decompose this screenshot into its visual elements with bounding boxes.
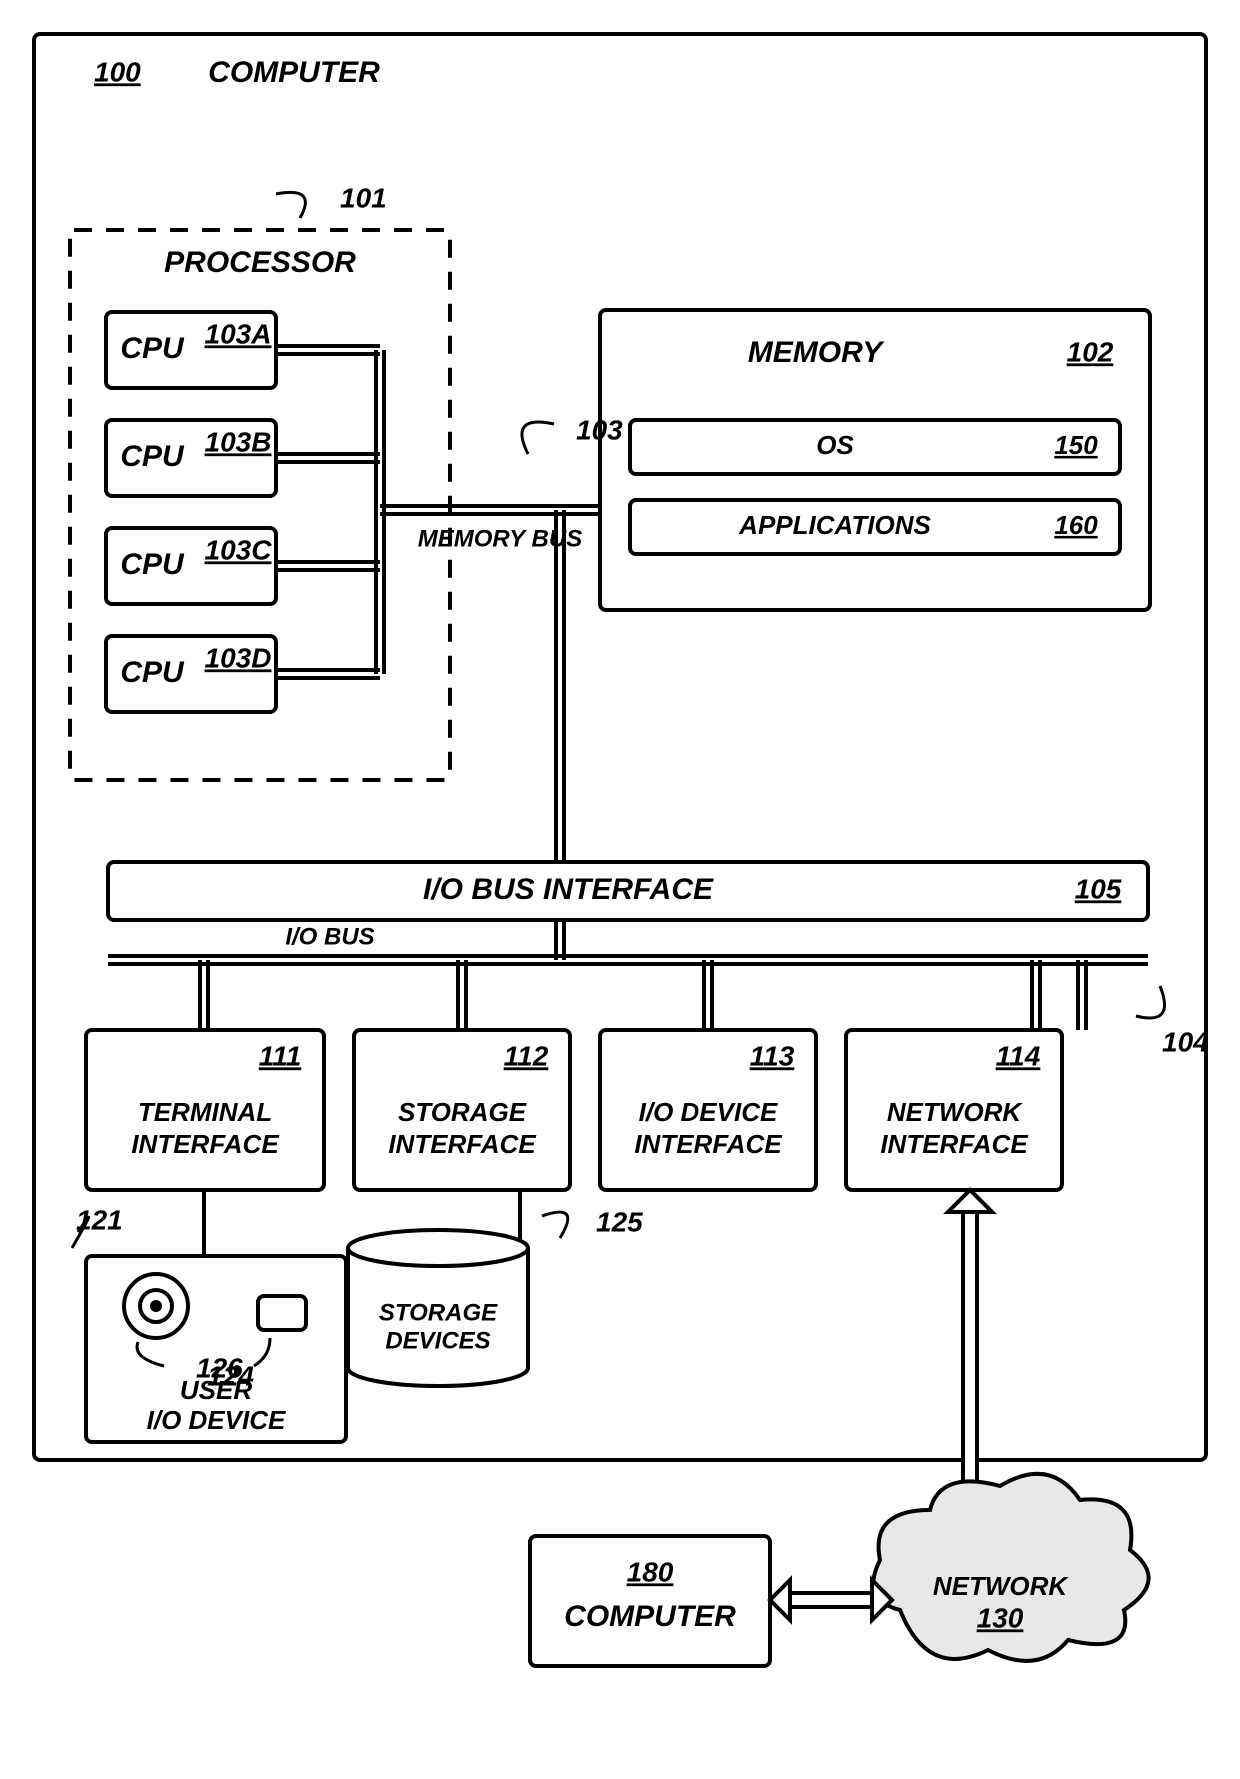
computer2-ref: 180: [627, 1556, 674, 1587]
memory-inner-ref: 150: [1054, 430, 1098, 460]
memory-inner-ref: 160: [1054, 510, 1098, 540]
cpu-label: CPU: [120, 440, 185, 473]
cpu-ref: 103D: [205, 642, 272, 673]
network-ref: 130: [977, 1602, 1024, 1633]
storage-label: STORAGE: [379, 1299, 498, 1326]
io-bus-interface-ref: 105: [1075, 873, 1122, 904]
cpu-label: CPU: [120, 332, 185, 365]
computer-ref: 100: [94, 56, 141, 87]
interface-label: INTERFACE: [880, 1129, 1028, 1159]
cpu-label: CPU: [120, 548, 185, 581]
interface-ref: 112: [504, 1040, 549, 1071]
interface-label: INTERFACE: [131, 1129, 279, 1159]
small-ref: 124: [207, 1360, 254, 1391]
memory-label: MEMORY: [748, 336, 885, 369]
processor-ref: 101: [340, 182, 387, 213]
io-bus-ref: 104: [1162, 1026, 1209, 1057]
computer-label: COMPUTER: [208, 56, 380, 89]
memory-inner-label: OS: [816, 430, 854, 460]
cpu-ref: 103A: [205, 318, 272, 349]
memory-ref: 102: [1067, 336, 1114, 367]
interface-label: I/O DEVICE: [639, 1097, 778, 1127]
network-label: NETWORK: [933, 1571, 1070, 1601]
user-io-ref: 121: [76, 1204, 123, 1235]
memory-inner-label: APPLICATIONS: [738, 510, 931, 540]
interface-label: STORAGE: [398, 1097, 527, 1127]
storage-label: DEVICES: [385, 1327, 490, 1354]
computer2-label: COMPUTER: [564, 1600, 736, 1633]
interface-label: TERMINAL: [138, 1097, 272, 1127]
interface-ref: 114: [996, 1040, 1041, 1071]
interface-ref: 111: [259, 1040, 302, 1071]
interface-label: INTERFACE: [634, 1129, 782, 1159]
memory-bus-ref: 103: [576, 414, 623, 445]
cpu-ref: 103C: [205, 534, 273, 565]
interface-label: INTERFACE: [388, 1129, 536, 1159]
storage-ref: 125: [596, 1206, 643, 1237]
cpu-label: CPU: [120, 656, 185, 689]
io-bus-label: I/O BUS: [285, 923, 374, 950]
processor-label: PROCESSOR: [164, 246, 356, 279]
user-io-label: I/O DEVICE: [147, 1405, 286, 1435]
io-bus-interface-label: I/O BUS INTERFACE: [423, 873, 714, 906]
cpu-ref: 103B: [205, 426, 272, 457]
interface-label: NETWORK: [887, 1097, 1024, 1127]
interface-ref: 113: [750, 1040, 795, 1071]
